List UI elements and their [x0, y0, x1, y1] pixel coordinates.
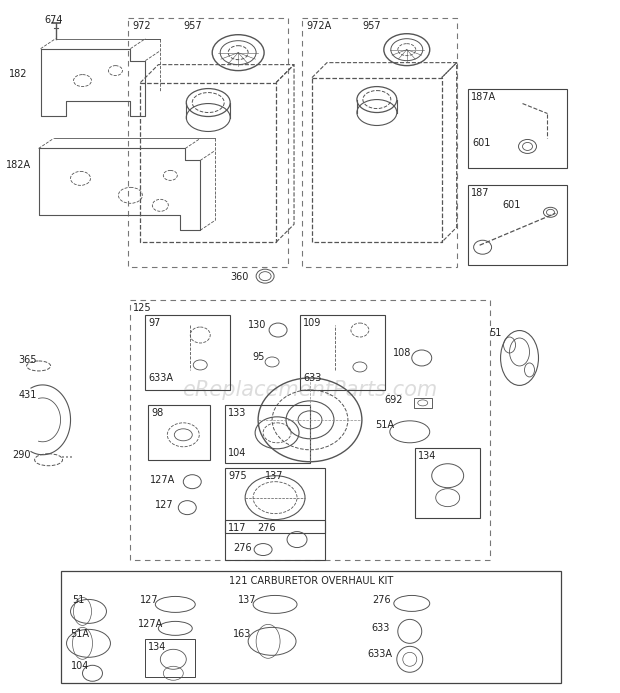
Text: eReplacementParts.com: eReplacementParts.com — [182, 380, 438, 400]
Text: 51: 51 — [73, 595, 85, 606]
Bar — [300, 315, 385, 390]
Text: 957: 957 — [362, 21, 381, 30]
Text: 633A: 633A — [368, 649, 393, 659]
Bar — [225, 468, 325, 533]
Text: 365: 365 — [19, 355, 37, 365]
Bar — [225, 405, 310, 463]
Text: 95: 95 — [252, 352, 265, 362]
Text: 127A: 127A — [138, 620, 164, 629]
Text: 276: 276 — [257, 523, 276, 533]
Text: 51A: 51A — [375, 420, 394, 430]
Bar — [225, 520, 325, 559]
Text: 601: 601 — [472, 139, 491, 148]
Bar — [130, 300, 490, 559]
Text: 104: 104 — [71, 661, 89, 672]
Text: 51A: 51A — [71, 629, 89, 640]
Bar — [467, 89, 567, 168]
Bar — [415, 448, 480, 518]
Text: 957: 957 — [184, 21, 202, 30]
Text: 187: 187 — [471, 188, 489, 198]
Text: 121 CARBURETOR OVERHAUL KIT: 121 CARBURETOR OVERHAUL KIT — [229, 577, 393, 586]
Text: 134: 134 — [148, 642, 167, 652]
Text: 109: 109 — [303, 318, 321, 328]
Text: 98: 98 — [151, 408, 164, 418]
Text: 182: 182 — [9, 69, 27, 78]
Text: 104: 104 — [228, 448, 247, 458]
Text: 633: 633 — [303, 373, 321, 383]
Text: 633A: 633A — [148, 373, 174, 383]
Bar — [145, 640, 195, 677]
Text: 117: 117 — [228, 523, 247, 533]
Bar — [467, 185, 567, 265]
Text: 633: 633 — [372, 624, 390, 633]
Text: •••: ••• — [61, 455, 73, 461]
Text: 276: 276 — [233, 543, 252, 552]
Bar — [414, 398, 432, 408]
Bar — [302, 18, 457, 267]
Text: 125: 125 — [133, 303, 152, 313]
Text: 431: 431 — [19, 390, 37, 400]
Bar — [145, 315, 230, 390]
Text: 133: 133 — [228, 408, 247, 418]
Text: 127A: 127A — [151, 475, 175, 484]
Text: 127: 127 — [156, 500, 174, 509]
Text: 601: 601 — [503, 200, 521, 211]
Text: 137: 137 — [265, 471, 283, 481]
Text: 975: 975 — [228, 471, 247, 481]
Text: 97: 97 — [148, 318, 161, 328]
Text: 360: 360 — [230, 272, 249, 282]
Text: 276: 276 — [372, 595, 391, 606]
Text: 187A: 187A — [471, 91, 496, 102]
Text: 674: 674 — [45, 15, 63, 25]
Text: 972A: 972A — [306, 21, 331, 30]
Text: 692: 692 — [385, 395, 404, 405]
Text: 137: 137 — [238, 595, 257, 606]
Text: 290: 290 — [12, 450, 31, 459]
Bar — [128, 18, 288, 267]
Text: 182A: 182A — [6, 160, 31, 170]
Text: 134: 134 — [418, 450, 436, 461]
Bar — [61, 572, 562, 683]
Text: 163: 163 — [233, 629, 252, 640]
Text: 51: 51 — [490, 328, 502, 338]
Text: 127: 127 — [140, 595, 159, 606]
Text: 108: 108 — [393, 348, 411, 358]
Text: 130: 130 — [248, 320, 267, 330]
Text: 972: 972 — [133, 21, 151, 30]
Bar — [148, 405, 210, 459]
